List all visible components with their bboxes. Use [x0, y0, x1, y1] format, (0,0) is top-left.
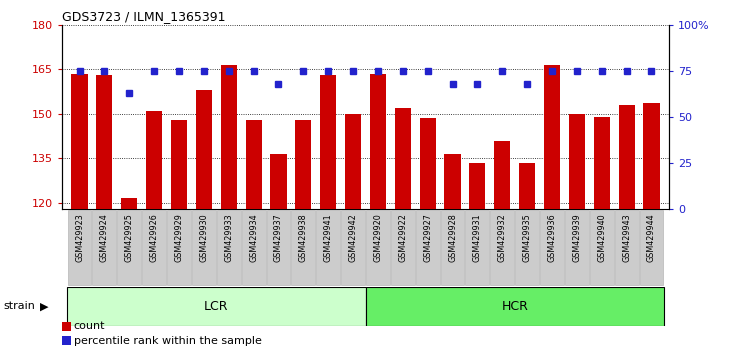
Text: GSM429933: GSM429933 — [224, 213, 233, 262]
FancyBboxPatch shape — [118, 210, 141, 285]
Text: GSM429931: GSM429931 — [473, 213, 482, 262]
Text: GSM429941: GSM429941 — [324, 213, 333, 262]
Bar — [420, 118, 436, 209]
FancyBboxPatch shape — [391, 210, 414, 285]
Text: GSM429944: GSM429944 — [647, 213, 656, 262]
Text: count: count — [74, 321, 105, 331]
FancyBboxPatch shape — [540, 210, 564, 285]
Bar — [395, 108, 411, 209]
Bar — [469, 163, 485, 209]
Bar — [494, 141, 510, 209]
Bar — [196, 90, 212, 209]
Text: strain: strain — [4, 301, 36, 311]
Text: GSM429943: GSM429943 — [622, 213, 631, 262]
Text: GSM429920: GSM429920 — [374, 213, 382, 262]
Bar — [643, 103, 659, 209]
Text: GSM429938: GSM429938 — [299, 213, 308, 262]
Bar — [270, 154, 287, 209]
FancyBboxPatch shape — [67, 210, 91, 285]
FancyBboxPatch shape — [292, 210, 315, 285]
Text: GSM429929: GSM429929 — [175, 213, 183, 262]
FancyBboxPatch shape — [366, 287, 664, 326]
Bar — [594, 117, 610, 209]
Text: GSM429925: GSM429925 — [125, 213, 134, 262]
Text: GSM429932: GSM429932 — [498, 213, 507, 262]
Bar — [320, 75, 336, 209]
FancyBboxPatch shape — [416, 210, 439, 285]
FancyBboxPatch shape — [143, 210, 166, 285]
Text: GSM429926: GSM429926 — [150, 213, 159, 262]
Bar — [96, 75, 113, 209]
FancyBboxPatch shape — [640, 210, 664, 285]
FancyBboxPatch shape — [167, 210, 191, 285]
Bar — [295, 120, 311, 209]
FancyBboxPatch shape — [67, 287, 366, 326]
Bar — [444, 154, 461, 209]
Text: GSM429923: GSM429923 — [75, 213, 84, 262]
Text: GSM429924: GSM429924 — [100, 213, 109, 262]
FancyBboxPatch shape — [317, 210, 340, 285]
Bar — [121, 199, 137, 209]
Text: GDS3723 / ILMN_1365391: GDS3723 / ILMN_1365391 — [62, 10, 226, 23]
Text: GSM429927: GSM429927 — [423, 213, 432, 262]
FancyBboxPatch shape — [515, 210, 539, 285]
Bar — [246, 120, 262, 209]
Bar — [345, 114, 361, 209]
Text: GSM429937: GSM429937 — [274, 213, 283, 262]
FancyBboxPatch shape — [92, 210, 116, 285]
Bar — [171, 120, 187, 209]
FancyBboxPatch shape — [441, 210, 464, 285]
Text: GSM429934: GSM429934 — [249, 213, 258, 262]
Text: percentile rank within the sample: percentile rank within the sample — [74, 336, 262, 346]
Text: GSM429936: GSM429936 — [548, 213, 556, 262]
Bar — [618, 105, 635, 209]
Text: LCR: LCR — [204, 300, 229, 313]
FancyBboxPatch shape — [267, 210, 290, 285]
Text: GSM429928: GSM429928 — [448, 213, 457, 262]
Bar — [370, 74, 386, 209]
Bar — [544, 65, 560, 209]
FancyBboxPatch shape — [242, 210, 265, 285]
Bar — [519, 163, 535, 209]
FancyBboxPatch shape — [217, 210, 240, 285]
Text: GSM429942: GSM429942 — [349, 213, 357, 262]
FancyBboxPatch shape — [565, 210, 588, 285]
Bar — [221, 65, 237, 209]
Text: GSM429922: GSM429922 — [398, 213, 407, 262]
FancyBboxPatch shape — [341, 210, 365, 285]
FancyBboxPatch shape — [491, 210, 514, 285]
FancyBboxPatch shape — [192, 210, 216, 285]
FancyBboxPatch shape — [590, 210, 613, 285]
Bar — [569, 114, 585, 209]
Text: HCR: HCR — [501, 300, 528, 313]
FancyBboxPatch shape — [366, 210, 390, 285]
FancyBboxPatch shape — [615, 210, 639, 285]
Text: GSM429939: GSM429939 — [572, 213, 581, 262]
FancyBboxPatch shape — [466, 210, 489, 285]
Text: GSM429930: GSM429930 — [200, 213, 208, 262]
Text: ▶: ▶ — [40, 301, 49, 311]
Text: GSM429935: GSM429935 — [523, 213, 531, 262]
Text: GSM429940: GSM429940 — [597, 213, 606, 262]
Bar — [72, 74, 88, 209]
Bar — [146, 111, 162, 209]
